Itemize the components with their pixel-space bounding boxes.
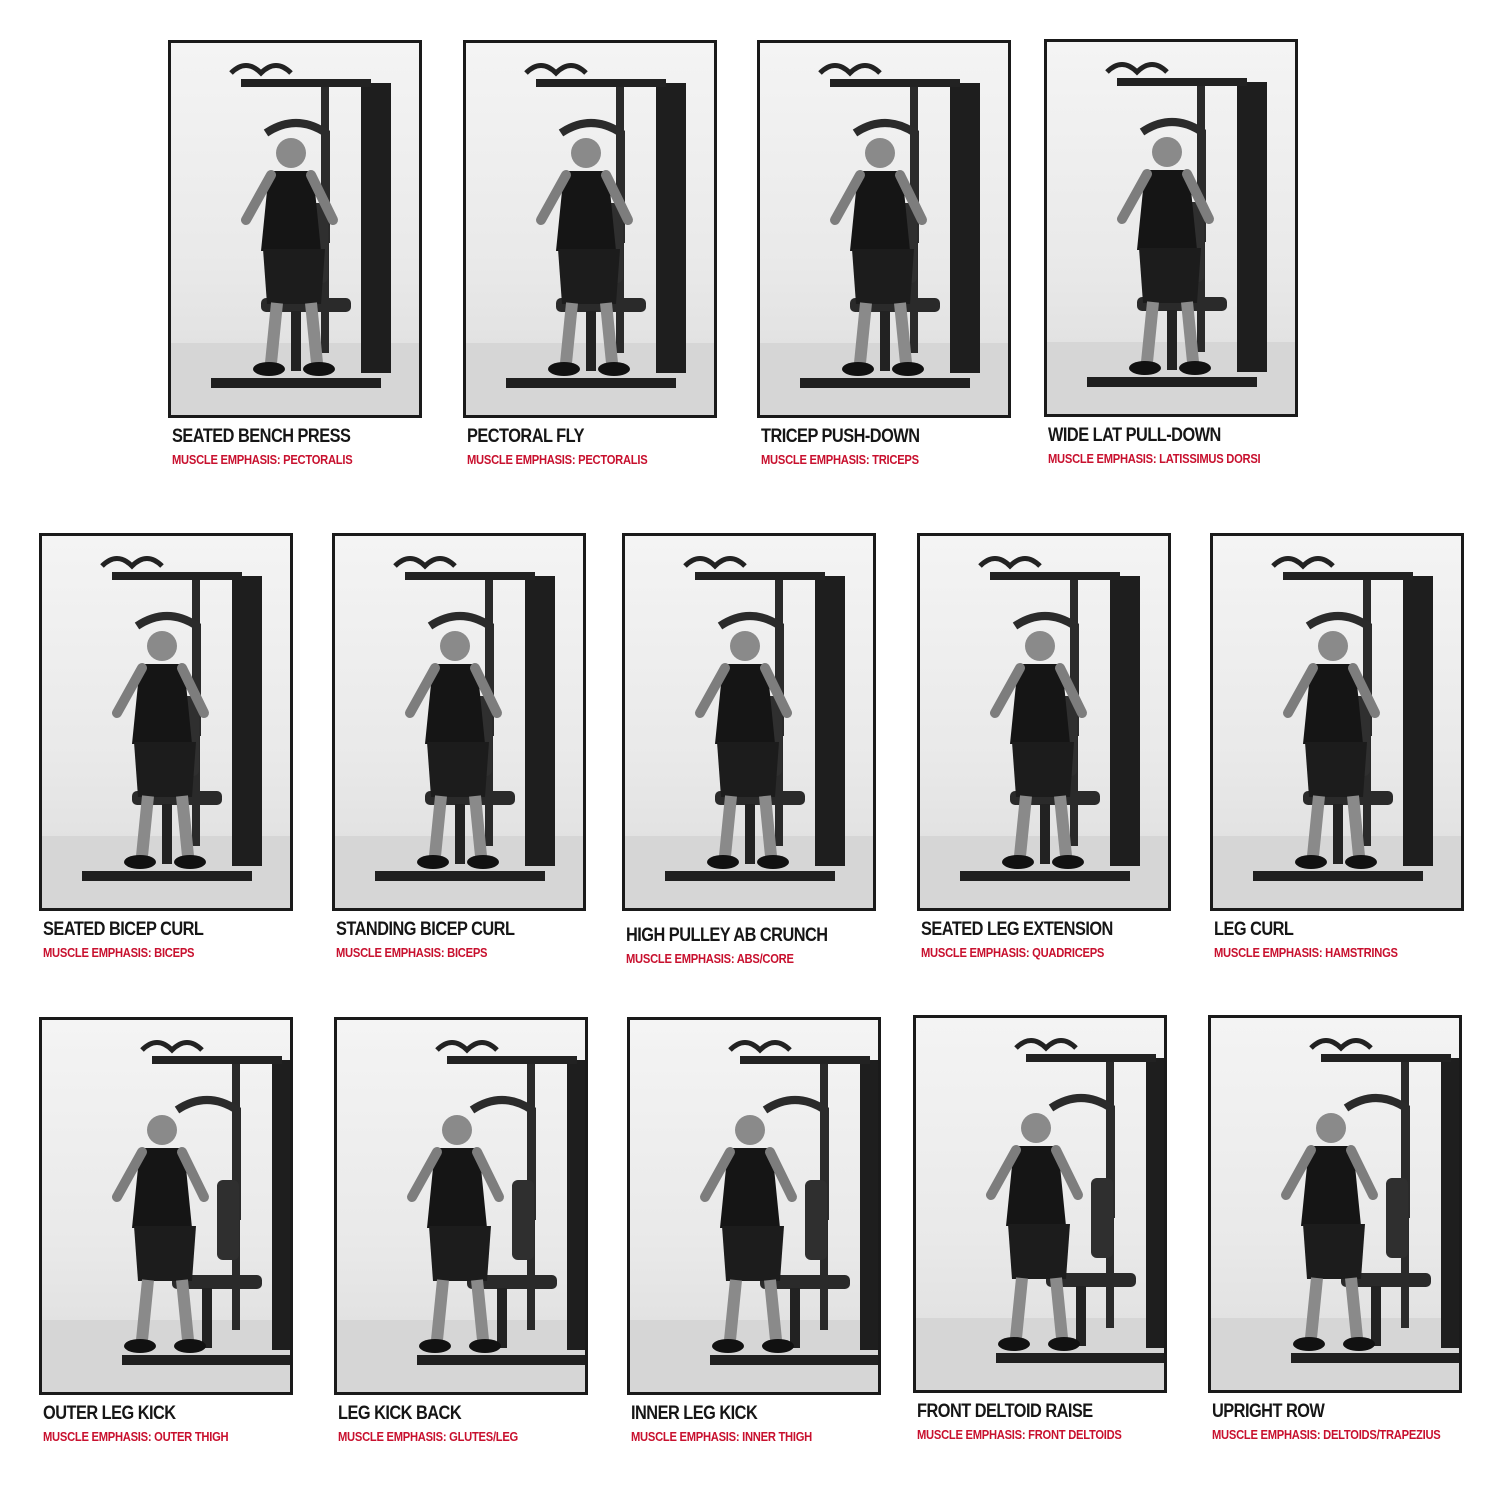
athlete-figure [1283, 631, 1380, 869]
exercise-title: TRICEP PUSH-DOWN [761, 426, 920, 447]
exercise-title: SEATED LEG EXTENSION [921, 919, 1113, 940]
home-gym-illustration [1047, 62, 1295, 414]
muscle-emphasis-label: MUSCLE EMPHASIS: HAMSTRINGS [1214, 945, 1398, 960]
exercise-photo-standing-bicep-curl [332, 533, 586, 911]
exercise-photo-leg-curl [1210, 533, 1464, 911]
athlete-figure [405, 631, 502, 869]
exercise-photo-seated-leg-extension [917, 533, 1171, 911]
exercise-photo-high-pulley-ab-crunch [622, 533, 876, 911]
athlete-figure [695, 631, 792, 869]
muscle-emphasis-label: MUSCLE EMPHASIS: LATISSIMUS DORSI [1048, 451, 1261, 466]
exercise-title: SEATED BENCH PRESS [172, 426, 351, 447]
home-gym-illustration [42, 556, 290, 908]
home-gym-illustration [916, 1038, 1164, 1390]
exercise-photo-tricep-push-down [757, 40, 1011, 418]
exercise-title: INNER LEG KICK [631, 1403, 758, 1424]
muscle-emphasis-label: MUSCLE EMPHASIS: BICEPS [43, 945, 195, 960]
exercise-title: UPRIGHT ROW [1212, 1401, 1325, 1422]
exercise-photo-inner-leg-kick [627, 1017, 881, 1395]
home-gym-illustration [337, 1040, 585, 1392]
home-gym-illustration [42, 1040, 290, 1392]
home-gym-illustration [625, 556, 873, 908]
exercise-title: SEATED BICEP CURL [43, 919, 204, 940]
exercise-photo-pectoral-fly [463, 40, 717, 418]
athlete-figure [986, 1113, 1083, 1351]
athlete-figure [241, 138, 338, 376]
exercise-photo-front-deltoid-raise [913, 1015, 1167, 1393]
exercise-title: WIDE LAT PULL-DOWN [1048, 425, 1221, 446]
exercise-title: HIGH PULLEY AB CRUNCH [626, 925, 828, 946]
athlete-figure [112, 1115, 209, 1353]
athlete-figure [112, 631, 209, 869]
athlete-figure [830, 138, 927, 376]
exercise-photo-leg-kick-back [334, 1017, 588, 1395]
muscle-emphasis-label: MUSCLE EMPHASIS: TRICEPS [761, 452, 919, 467]
exercise-photo-seated-bench-press [168, 40, 422, 418]
athlete-figure [536, 138, 633, 376]
exercise-title: FRONT DELTOID RAISE [917, 1401, 1093, 1422]
home-gym-illustration [630, 1040, 878, 1392]
muscle-emphasis-label: MUSCLE EMPHASIS: PECTORALIS [172, 452, 353, 467]
exercise-title: LEG CURL [1214, 919, 1294, 940]
athlete-figure [407, 1115, 504, 1353]
exercise-title: STANDING BICEP CURL [336, 919, 515, 940]
exercise-photo-seated-bicep-curl [39, 533, 293, 911]
athlete-figure [1281, 1113, 1378, 1351]
athlete-figure [990, 631, 1087, 869]
muscle-emphasis-label: MUSCLE EMPHASIS: QUADRICEPS [921, 945, 1105, 960]
home-gym-illustration [335, 556, 583, 908]
muscle-emphasis-label: MUSCLE EMPHASIS: PECTORALIS [467, 452, 648, 467]
home-gym-illustration [920, 556, 1168, 908]
home-gym-illustration [466, 63, 714, 415]
muscle-emphasis-label: MUSCLE EMPHASIS: GLUTES/LEG [338, 1429, 519, 1444]
muscle-emphasis-label: MUSCLE EMPHASIS: INNER THIGH [631, 1429, 812, 1444]
muscle-emphasis-label: MUSCLE EMPHASIS: OUTER THIGH [43, 1429, 229, 1444]
exercise-title: LEG KICK BACK [338, 1403, 462, 1424]
muscle-emphasis-label: MUSCLE EMPHASIS: BICEPS [336, 945, 488, 960]
exercise-title: PECTORAL FLY [467, 426, 585, 447]
athlete-figure [700, 1115, 797, 1353]
muscle-emphasis-label: MUSCLE EMPHASIS: DELTOIDS/TRAPEZIUS [1212, 1427, 1441, 1442]
exercise-photo-upright-row [1208, 1015, 1462, 1393]
exercise-photo-wide-lat-pull-down [1044, 39, 1298, 417]
exercise-title: OUTER LEG KICK [43, 1403, 176, 1424]
muscle-emphasis-label: MUSCLE EMPHASIS: ABS/CORE [626, 951, 794, 966]
muscle-emphasis-label: MUSCLE EMPHASIS: FRONT DELTOIDS [917, 1427, 1122, 1442]
home-gym-illustration [1213, 556, 1461, 908]
home-gym-illustration [1211, 1038, 1459, 1390]
home-gym-illustration [171, 63, 419, 415]
athlete-figure [1117, 137, 1214, 375]
home-gym-illustration [760, 63, 1008, 415]
exercise-photo-outer-leg-kick [39, 1017, 293, 1395]
